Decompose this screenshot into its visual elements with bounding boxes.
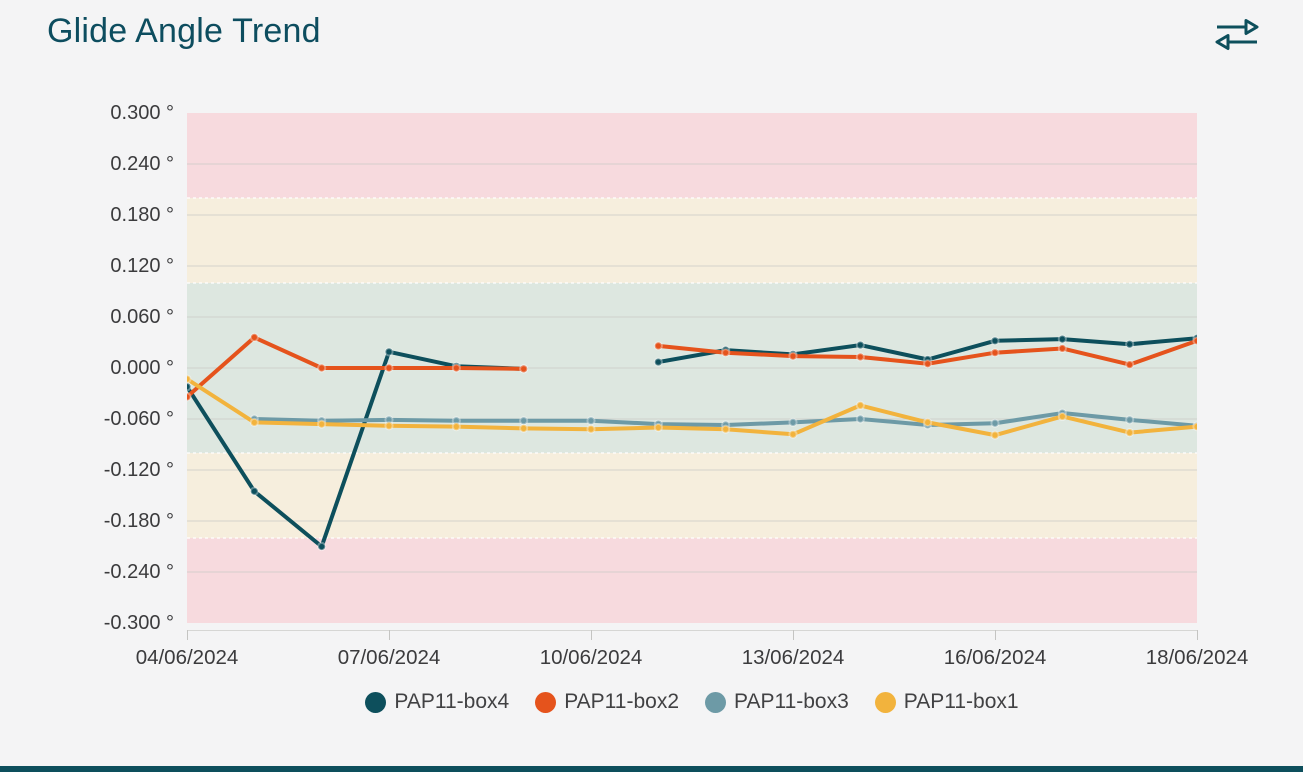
data-point-PAP11-box1 [519,423,529,433]
data-point-PAP11-box1 [923,417,933,427]
x-axis-line [187,630,1198,631]
legend-item-PAP11-box2[interactable]: PAP11-box2 [535,690,679,714]
data-point-PAP11-box1 [721,424,731,434]
data-point-PAP11-box1 [1192,422,1202,432]
data-point-PAP11-box3 [1125,415,1135,425]
data-point-PAP11-box1 [855,400,865,410]
data-point-PAP11-box2 [317,363,327,373]
data-point-PAP11-box2 [721,348,731,358]
y-tick-label: -0.060 ° [103,408,174,430]
y-tick-label: -0.300 ° [103,612,174,634]
data-point-PAP11-box4 [855,340,865,350]
series-line-PAP11-box1 [185,377,1199,438]
band-lower-red-zone [187,538,1197,623]
data-point-PAP11-box2 [1192,336,1202,346]
data-point-PAP11-box4 [990,336,1000,346]
page-title: Glide Angle Trend [47,12,321,50]
x-tick-label: 16/06/2024 [943,646,1047,669]
data-point-PAP11-box2 [1057,343,1067,354]
legend-swatch-icon [705,691,726,713]
x-tick-label: 10/06/2024 [539,646,643,669]
y-tick-label: 0.180 ° [110,204,174,226]
x-tick-mark [1197,630,1198,640]
data-point-PAP11-box2 [788,351,798,361]
swap-horizontal-icon[interactable] [1212,16,1262,54]
data-point-PAP11-box4 [1057,334,1067,344]
data-point-PAP11-box3 [519,416,529,426]
data-point-PAP11-box3 [990,418,1000,428]
y-tick-label: 0.240 ° [110,153,174,175]
legend-label: PAP11-box4 [394,690,510,713]
legend-swatch-icon [874,691,896,713]
bottom-bar [0,766,1303,772]
data-point-PAP11-box1 [451,422,461,432]
data-point-PAP11-box4 [1125,339,1135,349]
data-point-PAP11-box2 [1125,360,1135,370]
series-line-PAP11-box2 [185,335,526,399]
data-point-PAP11-box1 [788,429,798,439]
band-upper-amber-zone [187,198,1197,283]
data-point-PAP11-box2 [384,363,394,373]
band-lower-amber-zone [187,453,1197,538]
data-point-PAP11-box4 [182,382,192,392]
data-point-PAP11-box4 [653,357,663,367]
data-point-PAP11-box2 [249,332,259,342]
data-point-PAP11-box1 [384,421,394,431]
legend-label: PAP11-box1 [903,690,1019,713]
x-tick-mark [389,630,390,640]
data-point-PAP11-box2 [855,352,865,362]
data-point-PAP11-box4 [317,541,327,552]
legend-item-PAP11-box4[interactable]: PAP11-box4 [365,690,509,714]
legend-swatch-icon [365,691,387,713]
data-point-PAP11-box2 [519,364,529,374]
y-tick-label: -0.240 ° [103,561,174,583]
data-point-PAP11-box4 [249,486,259,496]
chart-legend: PAP11-box4 PAP11-box2 PAP11-box3 PAP11-box1 [187,690,1197,714]
data-point-PAP11-box2 [653,341,663,351]
data-point-PAP11-box3 [855,414,865,424]
data-point-PAP11-box1 [990,430,1000,440]
data-point-PAP11-box3 [788,417,798,427]
data-point-PAP11-box2 [182,392,192,402]
data-point-PAP11-box2 [451,363,461,373]
x-tick-label: 07/06/2024 [337,646,441,669]
y-tick-label: 0.300 ° [110,102,174,124]
legend-swatch-icon [535,691,557,713]
x-tick-label: 04/06/2024 [135,646,239,669]
data-point-PAP11-box1 [249,417,259,427]
data-point-PAP11-box1 [586,424,596,434]
legend-item-PAP11-box1[interactable]: PAP11-box1 [874,690,1019,714]
x-tick-label: 13/06/2024 [741,646,845,669]
x-tick-label: 18/06/2024 [1145,646,1249,669]
x-tick-mark [187,630,188,640]
data-point-PAP11-box1 [653,422,663,433]
data-point-PAP11-box1 [182,374,192,384]
y-tick-label: 0.120 ° [110,255,174,277]
band-upper-red-zone [187,113,1197,198]
y-tick-label: 0.000 ° [110,357,174,379]
legend-label: PAP11-box2 [564,690,679,713]
data-point-PAP11-box3 [586,416,596,426]
legend-item-PAP11-box3[interactable]: PAP11-box3 [705,690,849,714]
y-tick-label: -0.180 ° [103,510,174,532]
data-point-PAP11-box1 [1057,411,1067,422]
x-tick-mark [995,630,996,640]
data-point-PAP11-box2 [923,359,933,369]
data-point-PAP11-box4 [384,347,394,357]
x-tick-mark [591,630,592,640]
data-point-PAP11-box1 [1125,428,1135,438]
y-tick-label: 0.060 ° [110,306,174,328]
y-tick-label: -0.120 ° [103,459,174,481]
x-tick-mark [793,630,794,640]
plot-area [182,113,1202,623]
data-point-PAP11-box1 [317,419,327,429]
legend-label: PAP11-box3 [734,690,849,713]
data-point-PAP11-box2 [990,348,1000,358]
